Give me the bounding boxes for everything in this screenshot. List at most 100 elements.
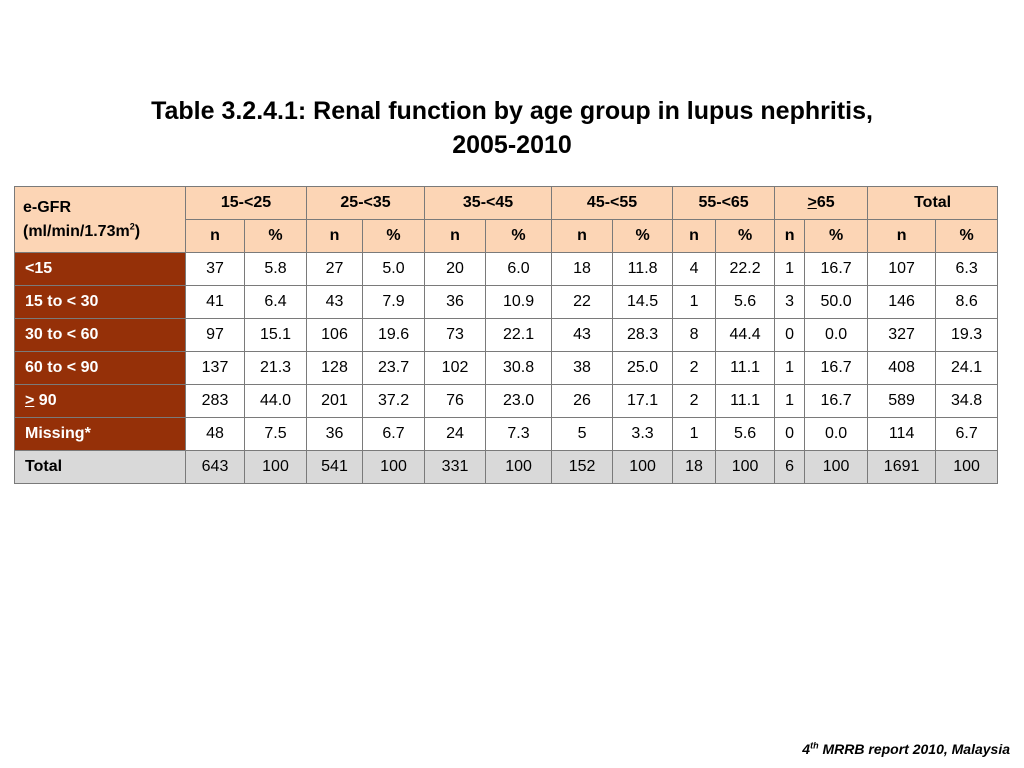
percent-cell: 6.7 xyxy=(935,417,999,451)
total-percent-cell: 100 xyxy=(612,450,674,484)
count-cell: 27 xyxy=(306,252,364,286)
percent-cell: 6.4 xyxy=(243,285,308,319)
percent-cell: 0.0 xyxy=(804,318,869,352)
header-row-subcolumns: n% n% n% n% n% n% n% xyxy=(15,219,999,253)
percent-column-header: % xyxy=(362,219,426,253)
percent-cell: 11.1 xyxy=(715,351,776,385)
total-percent-cell: 100 xyxy=(804,450,869,484)
count-cell: 36 xyxy=(424,285,487,319)
table-body: <15 37 5.8 27 5.0 20 6.0 18 11.8 4 22.2 1 16.7 107 6.3… xyxy=(14,252,999,484)
percent-cell: 5.8 xyxy=(243,252,308,286)
count-column-header: n xyxy=(185,219,245,253)
count-cell: 114 xyxy=(867,417,937,451)
total-percent-cell: 100 xyxy=(485,450,553,484)
total-percent-cell: 100 xyxy=(243,450,308,484)
count-cell: 128 xyxy=(306,351,364,385)
count-cell: 5 xyxy=(551,417,614,451)
count-cell: 37 xyxy=(185,252,245,286)
count-cell: 137 xyxy=(185,351,245,385)
percent-cell: 34.8 xyxy=(935,384,999,418)
percent-cell: 22.2 xyxy=(715,252,776,286)
percent-cell: 8.6 xyxy=(935,285,999,319)
percent-cell: 7.9 xyxy=(362,285,426,319)
percent-cell: 50.0 xyxy=(804,285,869,319)
percent-cell: 23.7 xyxy=(362,351,426,385)
count-cell: 43 xyxy=(306,285,364,319)
row-label: 60 to < 90 xyxy=(14,351,186,385)
percent-cell: 24.1 xyxy=(935,351,999,385)
percent-cell: 5.6 xyxy=(715,417,776,451)
count-cell: 589 xyxy=(867,384,937,418)
total-count-cell: 1691 xyxy=(867,450,937,484)
total-row: Total 643 100 541 100 331 100 152 100 18 100 6 100 16… xyxy=(14,450,999,484)
count-cell: 97 xyxy=(185,318,245,352)
count-cell: 107 xyxy=(867,252,937,286)
age-group-header: >65 xyxy=(774,186,869,220)
egfr-label: e-GFR xyxy=(23,198,71,216)
page-title: Table 3.2.4.1: Renal function by age gro… xyxy=(0,94,1024,162)
total-count-cell: 18 xyxy=(672,450,717,484)
total-percent-cell: 100 xyxy=(715,450,776,484)
percent-cell: 37.2 xyxy=(362,384,426,418)
percent-cell: 5.0 xyxy=(362,252,426,286)
title-line-2: 2005-2010 xyxy=(452,131,572,159)
total-count-cell: 152 xyxy=(551,450,614,484)
count-cell: 408 xyxy=(867,351,937,385)
table-row: Missing* 48 7.5 36 6.7 24 7.3 5 3.3 1 5.6 0 0.0 114 6.… xyxy=(14,417,999,451)
count-column-header: n xyxy=(774,219,806,253)
count-cell: 1 xyxy=(672,417,717,451)
percent-cell: 22.1 xyxy=(485,318,553,352)
egfr-unit: (ml/min/1.73m2) xyxy=(23,221,141,240)
count-column-header: n xyxy=(306,219,364,253)
count-cell: 24 xyxy=(424,417,487,451)
table-row: > 90 283 44.0 201 37.2 76 23.0 26 17.1 2 11.1 1 16.7… xyxy=(14,384,999,418)
percent-cell: 25.0 xyxy=(612,351,674,385)
percent-column-header: % xyxy=(612,219,674,253)
percent-cell: 16.7 xyxy=(804,384,869,418)
percent-cell: 21.3 xyxy=(243,351,308,385)
percent-cell: 11.1 xyxy=(715,384,776,418)
count-cell: 106 xyxy=(306,318,364,352)
count-cell: 8 xyxy=(672,318,717,352)
count-column-header: n xyxy=(672,219,717,253)
percent-cell: 7.3 xyxy=(485,417,553,451)
renal-function-table: e-GFR (ml/min/1.73m2) 15-<25 25-<35 35-<… xyxy=(14,186,999,484)
total-row-label: Total xyxy=(14,450,186,484)
count-cell: 3 xyxy=(774,285,806,319)
count-cell: 38 xyxy=(551,351,614,385)
count-cell: 20 xyxy=(424,252,487,286)
count-cell: 36 xyxy=(306,417,364,451)
count-cell: 146 xyxy=(867,285,937,319)
count-cell: 201 xyxy=(306,384,364,418)
percent-cell: 16.7 xyxy=(804,252,869,286)
table-row: 60 to < 90 137 21.3 128 23.7 102 30.8 38 25.0 2 11… xyxy=(14,351,999,385)
percent-cell: 7.5 xyxy=(243,417,308,451)
total-count-cell: 331 xyxy=(424,450,487,484)
percent-cell: 28.3 xyxy=(612,318,674,352)
count-column-header: n xyxy=(867,219,937,253)
percent-cell: 44.4 xyxy=(715,318,776,352)
count-cell: 327 xyxy=(867,318,937,352)
row-label: <15 xyxy=(14,252,186,286)
count-cell: 1 xyxy=(774,351,806,385)
count-cell: 26 xyxy=(551,384,614,418)
count-cell: 43 xyxy=(551,318,614,352)
count-cell: 1 xyxy=(672,285,717,319)
age-group-header: 55-<65 xyxy=(672,186,776,220)
percent-cell: 44.0 xyxy=(243,384,308,418)
total-count-cell: 541 xyxy=(306,450,364,484)
row-label: 30 to < 60 xyxy=(14,318,186,352)
percent-column-header: % xyxy=(935,219,999,253)
row-label: > 90 xyxy=(14,384,186,418)
count-column-header: n xyxy=(424,219,487,253)
count-cell: 48 xyxy=(185,417,245,451)
total-percent-cell: 100 xyxy=(935,450,999,484)
percent-cell: 11.8 xyxy=(612,252,674,286)
percent-cell: 6.3 xyxy=(935,252,999,286)
count-cell: 0 xyxy=(774,318,806,352)
count-cell: 2 xyxy=(672,384,717,418)
percent-cell: 23.0 xyxy=(485,384,553,418)
count-cell: 76 xyxy=(424,384,487,418)
percent-cell: 5.6 xyxy=(715,285,776,319)
percent-column-header: % xyxy=(804,219,869,253)
